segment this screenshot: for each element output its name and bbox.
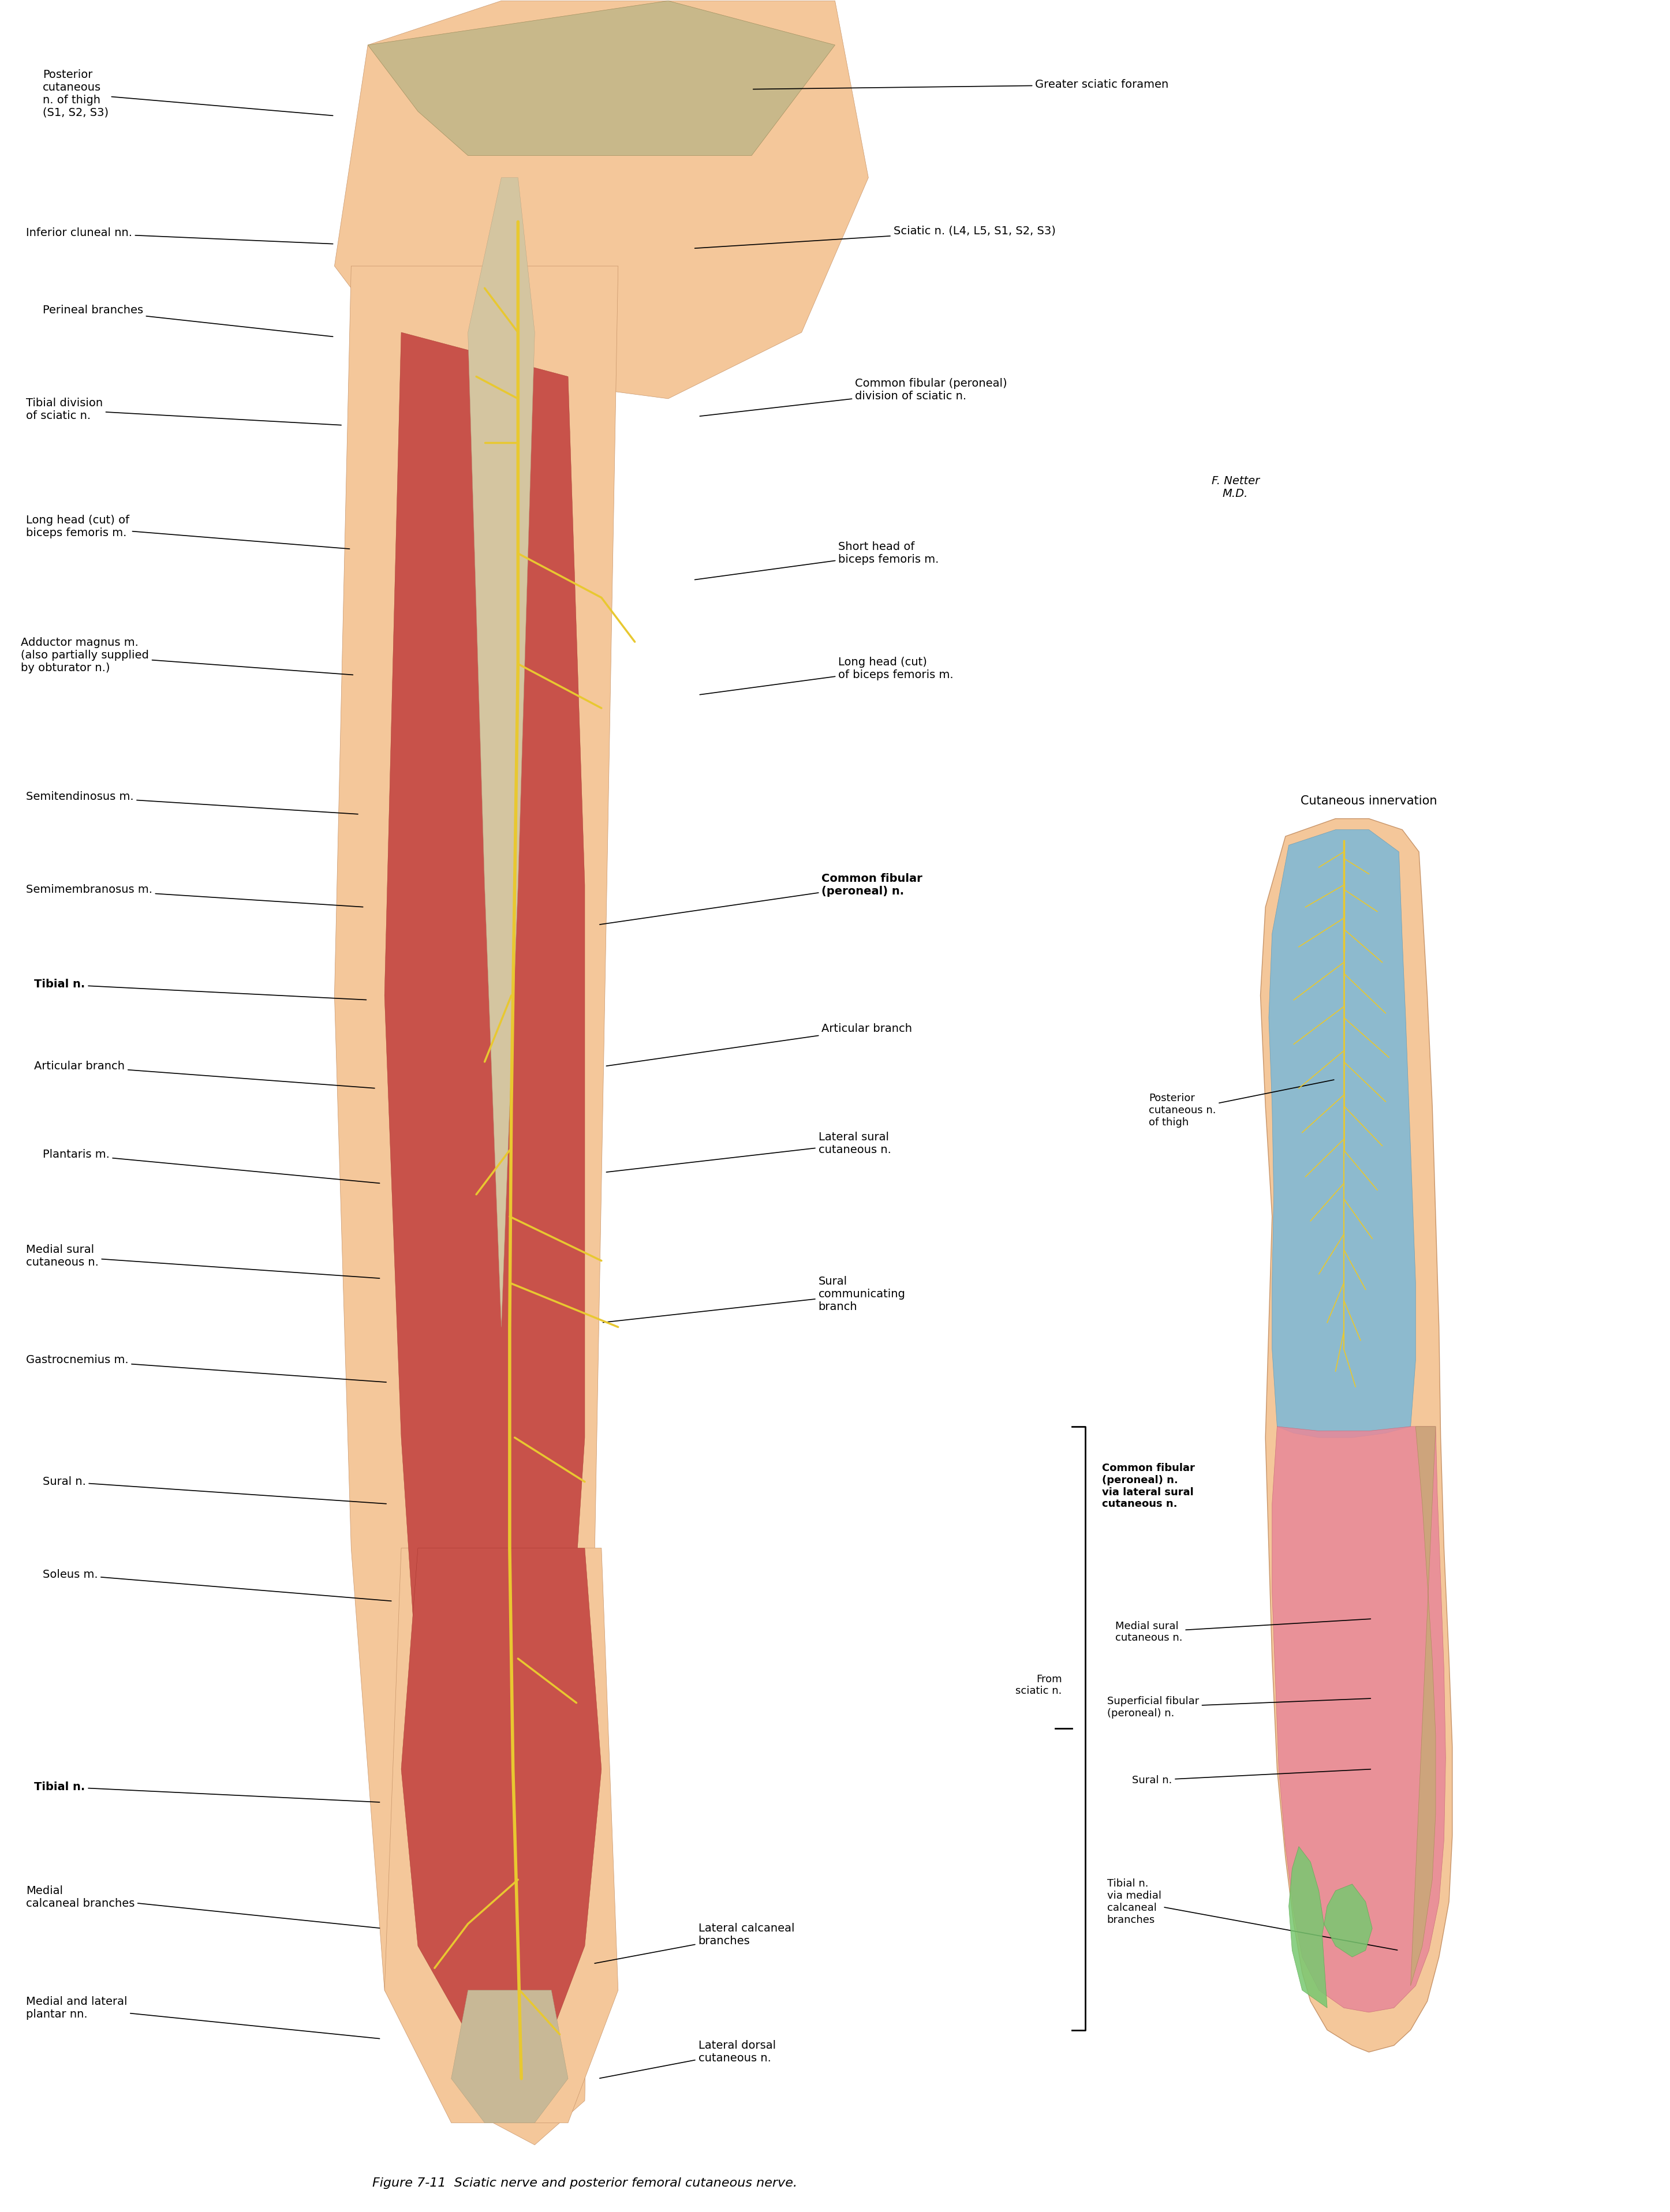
Text: Long head (cut)
of biceps femoris m.: Long head (cut) of biceps femoris m. [700, 657, 954, 695]
Text: Sural n.: Sural n. [42, 1475, 386, 1504]
Text: Common fibular (peroneal)
division of sciatic n.: Common fibular (peroneal) division of sc… [700, 378, 1007, 416]
Text: Sural n.: Sural n. [1132, 1770, 1371, 1785]
Text: Posterior
cutaneous
n. of thigh
(S1, S2, S3): Posterior cutaneous n. of thigh (S1, S2,… [42, 69, 332, 117]
Text: Cutaneous innervation: Cutaneous innervation [1301, 794, 1438, 807]
Text: Tibial n.: Tibial n. [33, 980, 366, 1000]
Text: Medial sural
cutaneous n.: Medial sural cutaneous n. [1116, 1619, 1371, 1644]
Text: Gastrocnemius m.: Gastrocnemius m. [25, 1354, 386, 1382]
Polygon shape [1261, 818, 1453, 2053]
Text: Medial and lateral
plantar nn.: Medial and lateral plantar nn. [25, 1995, 379, 2039]
Text: Articular branch: Articular branch [33, 1062, 374, 1088]
Text: Tibial n.: Tibial n. [33, 1781, 379, 1803]
Polygon shape [1411, 1427, 1436, 1986]
Text: Lateral calcaneal
branches: Lateral calcaneal branches [595, 1922, 795, 1964]
Text: Sural
communicating
branch: Sural communicating branch [603, 1276, 905, 1323]
Text: Short head of
biceps femoris m.: Short head of biceps femoris m. [695, 542, 939, 580]
Text: Long head (cut) of
biceps femoris m.: Long head (cut) of biceps femoris m. [25, 515, 349, 549]
Text: Semitendinosus m.: Semitendinosus m. [25, 792, 357, 814]
Text: Articular branch: Articular branch [606, 1024, 912, 1066]
Text: Lateral sural
cutaneous n.: Lateral sural cutaneous n. [606, 1133, 892, 1172]
Text: Figure 7-11  Sciatic nerve and posterior femoral cutaneous nerve.: Figure 7-11 Sciatic nerve and posterior … [372, 2177, 797, 2190]
Polygon shape [1289, 1847, 1373, 2008]
Polygon shape [334, 265, 618, 2146]
Polygon shape [468, 177, 534, 1327]
Text: Lateral dorsal
cutaneous n.: Lateral dorsal cutaneous n. [600, 2039, 775, 2079]
Text: Plantaris m.: Plantaris m. [42, 1150, 379, 1183]
Text: Sciatic n. (L4, L5, S1, S2, S3): Sciatic n. (L4, L5, S1, S2, S3) [695, 226, 1055, 248]
Text: Tibial n.
via medial
calcaneal
branches: Tibial n. via medial calcaneal branches [1107, 1878, 1398, 1951]
Text: Common fibular
(peroneal) n.
via lateral sural
cutaneous n.: Common fibular (peroneal) n. via lateral… [1102, 1462, 1194, 1509]
Polygon shape [1273, 1427, 1446, 2013]
Text: F. Netter
M.D.: F. Netter M.D. [1211, 476, 1259, 500]
Polygon shape [451, 1991, 568, 2124]
Polygon shape [334, 0, 868, 398]
Polygon shape [401, 1548, 601, 2035]
Text: Soleus m.: Soleus m. [42, 1568, 391, 1601]
Polygon shape [367, 0, 835, 155]
Text: From
sciatic n.: From sciatic n. [1015, 1674, 1062, 1697]
Polygon shape [1269, 830, 1416, 1438]
Text: Greater sciatic foramen: Greater sciatic foramen [753, 80, 1169, 91]
Text: Tibial division
of sciatic n.: Tibial division of sciatic n. [25, 398, 341, 425]
Text: Medial sural
cutaneous n.: Medial sural cutaneous n. [25, 1245, 379, 1279]
Text: Perineal branches: Perineal branches [42, 305, 332, 336]
Text: Posterior
cutaneous n.
of thigh: Posterior cutaneous n. of thigh [1149, 1079, 1334, 1128]
Polygon shape [384, 332, 584, 1991]
Text: Inferior cluneal nn.: Inferior cluneal nn. [25, 228, 332, 243]
Text: Adductor magnus m.
(also partially supplied
by obturator n.): Adductor magnus m. (also partially suppl… [20, 637, 352, 675]
Text: Medial
calcaneal branches: Medial calcaneal branches [25, 1885, 379, 1929]
Text: Semimembranosus m.: Semimembranosus m. [25, 885, 362, 907]
Text: Common fibular
(peroneal) n.: Common fibular (peroneal) n. [600, 874, 922, 925]
Text: Superficial fibular
(peroneal) n.: Superficial fibular (peroneal) n. [1107, 1697, 1371, 1719]
Polygon shape [384, 1548, 618, 2124]
